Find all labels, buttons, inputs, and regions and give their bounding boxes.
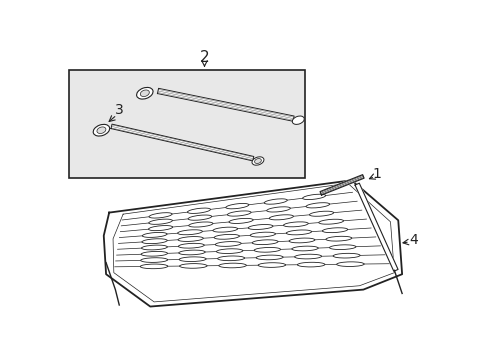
Ellipse shape bbox=[251, 157, 264, 165]
Ellipse shape bbox=[294, 254, 321, 259]
Ellipse shape bbox=[332, 253, 359, 258]
Polygon shape bbox=[354, 183, 397, 271]
Ellipse shape bbox=[93, 124, 109, 136]
Ellipse shape bbox=[266, 207, 290, 212]
Ellipse shape bbox=[187, 208, 210, 213]
Ellipse shape bbox=[215, 242, 241, 246]
Ellipse shape bbox=[322, 228, 347, 233]
Ellipse shape bbox=[309, 211, 333, 216]
Ellipse shape bbox=[250, 232, 275, 237]
Text: 3: 3 bbox=[115, 103, 123, 117]
Ellipse shape bbox=[325, 236, 351, 241]
Ellipse shape bbox=[136, 87, 153, 99]
Ellipse shape bbox=[97, 127, 106, 134]
Ellipse shape bbox=[305, 203, 329, 208]
Ellipse shape bbox=[178, 237, 203, 242]
Ellipse shape bbox=[142, 233, 167, 237]
Ellipse shape bbox=[254, 247, 280, 252]
Ellipse shape bbox=[256, 255, 283, 260]
Ellipse shape bbox=[178, 243, 204, 248]
Ellipse shape bbox=[179, 250, 205, 255]
Ellipse shape bbox=[148, 219, 172, 224]
Ellipse shape bbox=[228, 219, 253, 224]
Text: 2: 2 bbox=[199, 50, 209, 64]
Ellipse shape bbox=[225, 203, 248, 209]
Ellipse shape bbox=[149, 213, 172, 218]
Ellipse shape bbox=[140, 90, 149, 96]
Ellipse shape bbox=[329, 245, 355, 249]
Ellipse shape bbox=[217, 256, 244, 261]
Bar bbox=[69, 70, 305, 178]
Ellipse shape bbox=[219, 263, 246, 268]
Polygon shape bbox=[103, 180, 401, 306]
Ellipse shape bbox=[264, 199, 286, 204]
Ellipse shape bbox=[188, 215, 211, 220]
Ellipse shape bbox=[212, 227, 237, 232]
Ellipse shape bbox=[142, 239, 167, 244]
Ellipse shape bbox=[141, 258, 167, 262]
Ellipse shape bbox=[177, 230, 202, 235]
Ellipse shape bbox=[216, 249, 243, 253]
Ellipse shape bbox=[179, 264, 206, 268]
Ellipse shape bbox=[252, 240, 278, 244]
Ellipse shape bbox=[292, 116, 304, 125]
Ellipse shape bbox=[269, 215, 293, 220]
Ellipse shape bbox=[214, 234, 239, 239]
Text: 4: 4 bbox=[408, 233, 417, 247]
Ellipse shape bbox=[141, 245, 167, 250]
Ellipse shape bbox=[148, 226, 172, 231]
Ellipse shape bbox=[140, 264, 167, 269]
Ellipse shape bbox=[318, 219, 343, 224]
Ellipse shape bbox=[291, 246, 318, 251]
Ellipse shape bbox=[297, 262, 324, 267]
Ellipse shape bbox=[227, 211, 250, 216]
Ellipse shape bbox=[288, 238, 314, 243]
Ellipse shape bbox=[302, 194, 325, 199]
Ellipse shape bbox=[141, 251, 167, 256]
Ellipse shape bbox=[179, 257, 206, 261]
Ellipse shape bbox=[258, 263, 285, 267]
Ellipse shape bbox=[254, 158, 261, 163]
Polygon shape bbox=[319, 175, 364, 195]
Ellipse shape bbox=[336, 262, 364, 266]
Polygon shape bbox=[111, 124, 253, 161]
Ellipse shape bbox=[283, 222, 307, 227]
Polygon shape bbox=[157, 88, 294, 121]
Ellipse shape bbox=[248, 225, 272, 229]
Ellipse shape bbox=[188, 222, 212, 227]
Text: 1: 1 bbox=[372, 167, 381, 181]
Ellipse shape bbox=[285, 230, 311, 235]
